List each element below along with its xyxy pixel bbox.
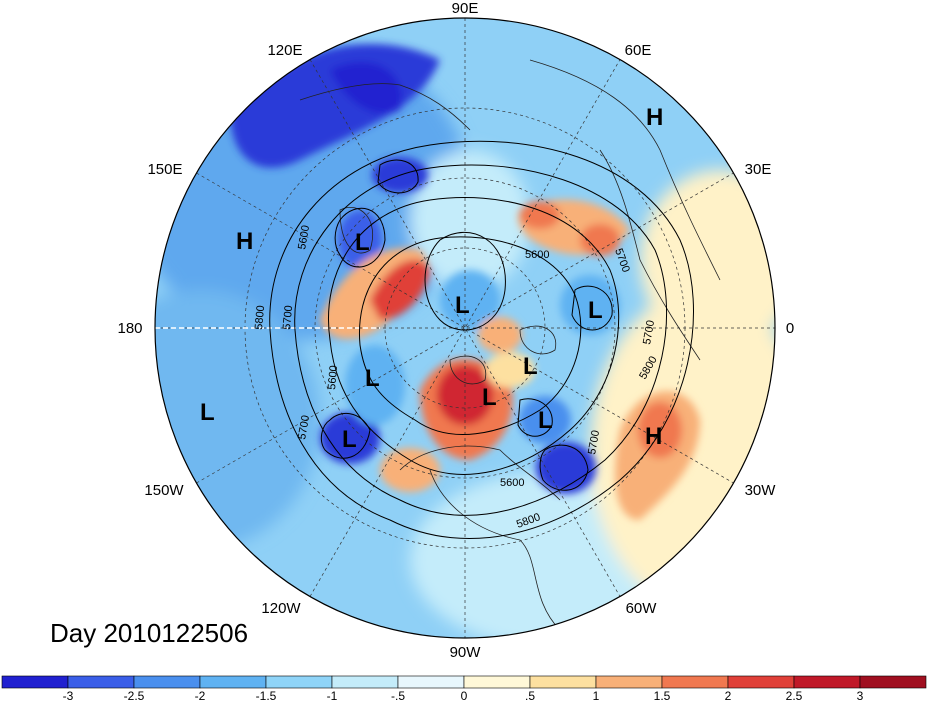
colorbar-box	[1, 675, 69, 689]
high-center: H	[646, 104, 663, 131]
lon-label-90e: 90E	[452, 0, 479, 17]
lon-label-120w: 120W	[261, 600, 301, 617]
height-contours	[269, 140, 694, 539]
contour-label: 5600	[500, 477, 524, 489]
low-center: L	[482, 384, 497, 411]
colorbar-ticks: -3 -2.5 -2 -1.5 -1 -.5 0 .5 1 1.5 2 2.5 3	[63, 689, 864, 702]
colorbar-box	[265, 675, 333, 689]
contour-label: 5600	[326, 365, 340, 390]
colorbar-tick-label: 0	[461, 689, 468, 702]
contour-label: 5600	[296, 224, 312, 250]
low-center: L	[538, 407, 553, 434]
colorbar-tick-label: .5	[525, 689, 535, 702]
low-center: L	[523, 353, 538, 380]
contour-label: 5600	[525, 249, 549, 261]
colorbar-box	[859, 675, 927, 689]
colorbar-box	[67, 675, 135, 689]
colorbar-boxes	[1, 675, 927, 689]
anomaly-shading	[155, 18, 775, 638]
colorbar-tick-label: -2	[195, 689, 206, 702]
contour-label: 5700	[281, 305, 295, 330]
lon-label-150w: 150W	[144, 482, 184, 499]
lon-label-0: 0	[786, 320, 794, 337]
low-center: L	[355, 229, 370, 256]
low-center: L	[455, 292, 470, 319]
colorbar-box	[133, 675, 201, 689]
colorbar-box	[727, 675, 795, 689]
longitude-labels: 90E 60E 30E 0 30W 60W 90W 120W 150W 180 …	[117, 0, 794, 660]
colorbar-box	[199, 675, 267, 689]
colorbar-box	[529, 675, 597, 689]
colorbar-box	[463, 675, 531, 689]
colorbar: -3 -2.5 -2 -1.5 -1 -.5 0 .5 1 1.5 2 2.5 3	[1, 675, 927, 702]
lon-label-30w: 30W	[745, 482, 777, 499]
colorbar-box	[595, 675, 663, 689]
colorbar-box	[793, 675, 861, 689]
colorbar-box	[331, 675, 399, 689]
colorbar-tick-label: 1.5	[654, 689, 671, 702]
contour-label: 5700	[296, 414, 312, 440]
map-title: Day 2010122506	[50, 618, 249, 648]
high-center: H	[236, 228, 253, 255]
colorbar-tick-label: -.5	[391, 689, 405, 702]
colorbar-tick-label: 1	[593, 689, 600, 702]
colorbar-tick-label: 3	[857, 689, 864, 702]
lon-label-30e: 30E	[745, 161, 772, 178]
contour-label: 5700	[586, 429, 602, 455]
colorbar-tick-label: 2.5	[786, 689, 803, 702]
low-center: L	[365, 365, 380, 392]
low-center: L	[588, 297, 603, 324]
high-center: H	[645, 423, 662, 450]
lon-label-90w: 90W	[450, 644, 482, 660]
colorbar-tick-label: -2.5	[124, 689, 145, 702]
colorbar-box	[661, 675, 729, 689]
map-boundary	[154, 17, 776, 639]
contour-label: 5800	[253, 305, 267, 330]
lon-label-180: 180	[117, 320, 142, 337]
colorbar-box	[397, 675, 465, 689]
colorbar-tick-label: -3	[63, 689, 74, 702]
lon-label-60e: 60E	[625, 42, 652, 59]
colorbar-tick-label: 2	[725, 689, 732, 702]
colorbar-tick-label: -1.5	[256, 689, 277, 702]
low-center: L	[200, 399, 215, 426]
lon-label-120e: 120E	[267, 42, 302, 59]
low-center: L	[342, 426, 357, 453]
lon-label-60w: 60W	[626, 600, 658, 617]
lon-label-150e: 150E	[147, 161, 182, 178]
coastlines	[299, 59, 721, 631]
colorbar-tick-label: -1	[327, 689, 338, 702]
contour-label: 5700	[641, 319, 657, 345]
pressure-centers: H H H L L L L L L L L L	[200, 104, 663, 453]
polar-stereographic-map: 5600 5700 5800 5600 5700 5600 5700 5700 …	[117, 0, 794, 660]
